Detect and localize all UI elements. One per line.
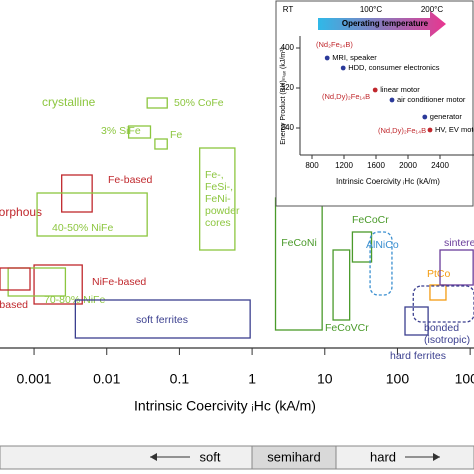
x-tick-label: 0.001	[17, 371, 52, 387]
region	[429, 284, 447, 301]
region-label: PtCo	[427, 268, 451, 280]
arrow-head	[150, 453, 157, 461]
region-label: FeCoNi	[281, 237, 317, 249]
text-line: FeNi-	[205, 193, 231, 205]
temperature-label: 200°C	[421, 5, 444, 14]
text-line: cores	[205, 217, 231, 229]
group-label: amorphous	[0, 205, 42, 219]
x-tick-label: 0.01	[93, 371, 120, 387]
region	[199, 147, 236, 251]
region-label: FeCoCr	[352, 214, 389, 226]
region-label: sintered	[444, 237, 474, 249]
region	[351, 231, 373, 263]
inset-x-title: Intrinsic Coercivity ᵢHc (kA/m)	[336, 177, 440, 186]
annotation: (Nd,Dy)₂Fe₁₄B	[378, 126, 426, 135]
region	[274, 197, 323, 331]
x-tick-label: 1000	[455, 371, 474, 387]
region	[0, 267, 31, 291]
point	[389, 97, 395, 103]
y-tick-label: 240	[281, 123, 295, 132]
text-line: FeSi-,	[205, 181, 233, 193]
region	[36, 192, 148, 237]
region-label: AlNiCo	[366, 239, 399, 251]
x-tick-label: 2000	[399, 161, 417, 170]
point-label: generator	[430, 112, 463, 121]
inset: Operating temperature RT 100°C 200°C Int…	[275, 0, 474, 207]
region	[404, 306, 429, 336]
region	[127, 125, 152, 139]
region-label: FeCoVCr	[325, 322, 369, 334]
point-label: air conditioner motor	[397, 95, 466, 104]
region-label: NiFe-based	[92, 276, 146, 288]
point	[427, 127, 433, 133]
band-label: soft	[200, 449, 221, 464]
band-label: hard	[370, 449, 396, 464]
band-label: semihard	[267, 449, 320, 464]
region	[33, 264, 83, 305]
x-tick-label: 1600	[367, 161, 385, 170]
region-label: Fe	[170, 129, 182, 141]
text-line: Fe-,	[205, 169, 224, 181]
x-tick-label: 1	[248, 371, 256, 387]
region	[146, 97, 168, 109]
annotation: (Nd₂Fe₁₄B)	[316, 40, 353, 49]
text-line: powder	[205, 205, 240, 217]
group-label: crystalline	[42, 95, 96, 109]
temperature-arrow	[318, 11, 446, 37]
inset-title: Operating temperature	[342, 19, 429, 28]
point	[340, 65, 346, 71]
point-label: HDD, consumer electronics	[348, 63, 440, 72]
x-tick-label: 0.1	[170, 371, 190, 387]
region-label: soft ferrites	[136, 314, 188, 326]
region-label: 50% CoFe	[174, 97, 224, 109]
region-label: Co-based	[0, 299, 28, 311]
y-tick-label: 320	[281, 83, 295, 92]
y-tick-label: 400	[281, 43, 295, 52]
region	[154, 138, 168, 150]
x-tick-label: 800	[305, 161, 319, 170]
x-tick-label: 1200	[335, 161, 353, 170]
band-box	[0, 445, 474, 470]
region-label: hard ferrites	[390, 350, 446, 362]
region	[74, 299, 251, 339]
region	[332, 249, 351, 321]
arrow-head	[433, 453, 440, 461]
region-label: 40-50% NiFe	[52, 222, 113, 234]
inset-y-title: Energy Product (BH)ₘₐₓ (kJ/m³)	[280, 47, 287, 145]
region-label: Fe-, FeSi-, FeNi-powder cores	[205, 169, 240, 229]
annotation: (Nd,Dy)₂Fe₁₄B	[322, 92, 370, 101]
region	[412, 285, 474, 323]
region	[369, 231, 393, 296]
point	[422, 114, 428, 120]
x-tick-label: 2400	[431, 161, 449, 170]
temperature-label: 100°C	[360, 5, 383, 14]
x-tick-label: 100	[386, 371, 410, 387]
region	[439, 249, 474, 286]
point	[372, 87, 378, 93]
region-label: 3% SiFe	[101, 125, 141, 137]
inset-frame	[275, 0, 474, 207]
point-label: linear motor	[380, 85, 420, 94]
region-label: bonded (isotropic)	[424, 322, 470, 346]
point-label: MRI, speaker	[332, 53, 377, 62]
text-line: (isotropic)	[424, 334, 470, 346]
band-box	[251, 445, 337, 470]
temperature-label: RT	[283, 5, 294, 14]
hardness-bar: soft semihard hard	[0, 445, 474, 470]
point-label: HV, EV motor	[435, 125, 474, 134]
region	[7, 267, 67, 297]
point	[324, 55, 330, 61]
region-label: Fe-based	[108, 174, 153, 186]
x-axis-title: Intrinsic Coercivity ᵢHc (kA/m)	[134, 398, 316, 414]
text-line: bonded	[424, 322, 459, 334]
x-tick-label: 10	[317, 371, 333, 387]
